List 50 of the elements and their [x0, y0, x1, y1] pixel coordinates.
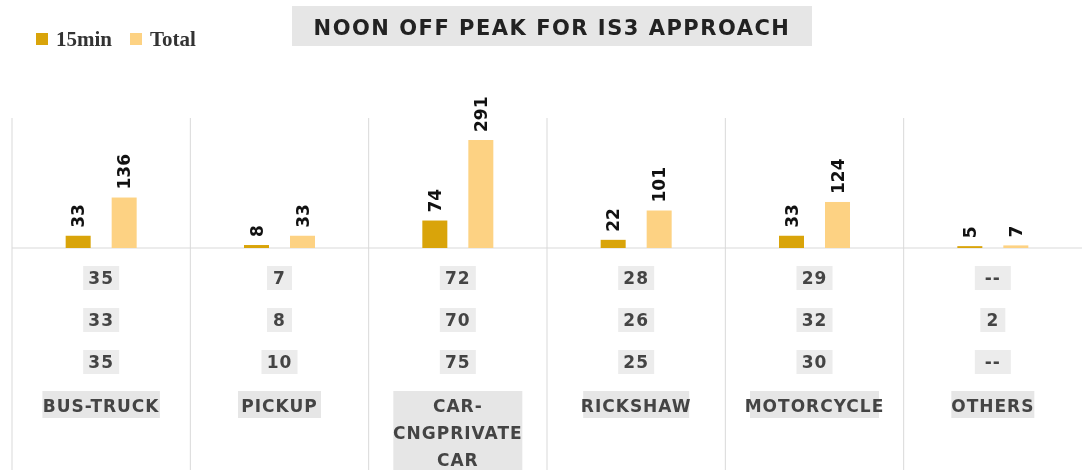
text: 35	[88, 352, 114, 372]
data-label: 33	[781, 204, 802, 228]
text: 30	[801, 352, 828, 372]
x-tick-label: BUS-TRUCK	[42, 396, 160, 416]
bar	[244, 245, 269, 248]
legend-label: 15min	[56, 27, 113, 51]
data-label: 22	[603, 208, 624, 232]
x-tick-label: CAR-CNGPRIVATE CAR	[393, 396, 523, 470]
x-tick-label: PICKUP	[241, 396, 318, 416]
text: 28	[623, 268, 649, 288]
bar	[65, 235, 91, 248]
data-label: 5	[959, 226, 980, 239]
text: 75	[445, 352, 471, 372]
text: 8	[273, 310, 286, 330]
text: 25	[623, 352, 649, 372]
text: 10	[266, 352, 293, 372]
data-label: 101	[649, 167, 670, 203]
data-label: 33	[68, 204, 89, 228]
bar	[1003, 245, 1029, 248]
data-label: 33	[292, 204, 313, 228]
text: --	[984, 268, 1001, 288]
text: --	[984, 352, 1001, 372]
text: 7	[273, 268, 286, 288]
bar	[646, 210, 672, 248]
text: 29	[801, 268, 828, 288]
bar	[422, 220, 448, 248]
bar	[111, 197, 137, 248]
text: 35	[88, 268, 114, 288]
text: 72	[445, 268, 471, 288]
data-label: 74	[424, 188, 445, 213]
bar	[468, 140, 494, 248]
legend-label: Total	[150, 27, 197, 51]
text: 26	[623, 310, 649, 330]
text: 33	[88, 310, 114, 330]
bar	[825, 201, 850, 248]
data-label: 124	[827, 158, 848, 194]
text: 32	[801, 310, 828, 330]
x-tick-label: MOTORCYCLE	[744, 396, 885, 416]
data-label: 136	[114, 154, 135, 190]
data-label: 291	[470, 96, 491, 132]
bar	[779, 235, 804, 248]
bar	[290, 235, 315, 248]
text: 2	[986, 310, 1000, 330]
bar	[600, 239, 626, 248]
chart-title: NOON OFF PEAK FOR IS3 APPROACH	[313, 16, 791, 40]
data-label: 8	[246, 225, 267, 238]
x-tick-label: OTHERS	[951, 396, 1035, 416]
x-tick-label: RICKSHAW	[580, 396, 692, 416]
data-label: 7	[1005, 225, 1026, 238]
text: 70	[445, 310, 471, 330]
